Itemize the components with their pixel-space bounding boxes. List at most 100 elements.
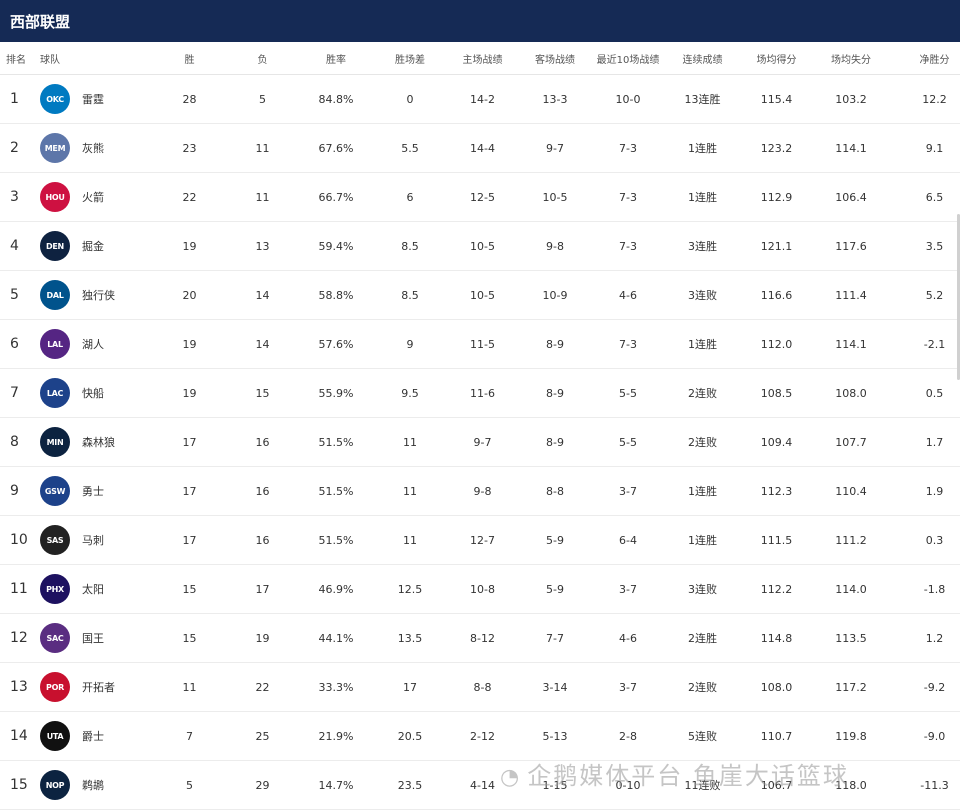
team-logo-icon[interactable]: HOU bbox=[40, 182, 70, 212]
table-row[interactable]: 14 UTA 爵士 7 25 21.9% 20.5 2-12 5-13 2-8 5连败 110.7 11… bbox=[0, 711, 960, 761]
col-header-team[interactable]: 球队 bbox=[40, 42, 152, 75]
oppg-cell: 114.1 bbox=[813, 319, 889, 369]
col-header-diff[interactable]: 净胜分 bbox=[889, 42, 960, 75]
col-header-streak[interactable]: 连续成绩 bbox=[665, 42, 740, 75]
team-logo-icon[interactable]: NOP bbox=[40, 770, 70, 800]
col-header-games-behind[interactable]: 胜场差 bbox=[374, 42, 446, 75]
team-name[interactable]: 独行侠 bbox=[82, 289, 115, 302]
team-link[interactable]: NOP 鹈鹕 bbox=[40, 770, 152, 800]
team-link[interactable]: SAC 国王 bbox=[40, 623, 152, 653]
team-logo-icon[interactable]: PHX bbox=[40, 574, 70, 604]
col-header-away[interactable]: 客场战绩 bbox=[519, 42, 591, 75]
team-link[interactable]: DEN 掘金 bbox=[40, 231, 152, 261]
team-link[interactable]: DAL 独行侠 bbox=[40, 280, 152, 310]
diff-cell: 0.5 bbox=[889, 368, 960, 418]
team-link[interactable]: POR 开拓者 bbox=[40, 672, 152, 702]
team-name[interactable]: 国王 bbox=[82, 632, 104, 645]
team-cell[interactable]: SAS 马刺 bbox=[40, 515, 152, 565]
team-cell[interactable]: LAL 湖人 bbox=[40, 319, 152, 369]
home-record-cell: 9-8 bbox=[446, 466, 519, 516]
col-header-last10[interactable]: 最近10场战绩 bbox=[591, 42, 665, 75]
team-cell[interactable]: GSW 勇士 bbox=[40, 466, 152, 516]
team-name[interactable]: 开拓者 bbox=[82, 681, 115, 694]
team-link[interactable]: OKC 雷霆 bbox=[40, 84, 152, 114]
diff-cell: -9.0 bbox=[889, 711, 960, 761]
team-name[interactable]: 勇士 bbox=[82, 485, 104, 498]
team-cell[interactable]: PHX 太阳 bbox=[40, 564, 152, 614]
team-logo-icon[interactable]: UTA bbox=[40, 721, 70, 751]
wins-cell: 15 bbox=[152, 564, 227, 614]
team-logo-icon[interactable]: OKC bbox=[40, 84, 70, 114]
team-link[interactable]: SAS 马刺 bbox=[40, 525, 152, 555]
table-row[interactable]: 2 MEM 灰熊 23 11 67.6% 5.5 14-4 9-7 7-3 1连胜 123.2 114.… bbox=[0, 123, 960, 173]
ppg-cell: 121.1 bbox=[740, 221, 813, 271]
team-logo-icon[interactable]: LAL bbox=[40, 329, 70, 359]
scrollbar-thumb[interactable] bbox=[957, 214, 960, 380]
team-cell[interactable]: HOU 火箭 bbox=[40, 172, 152, 222]
oppg-cell: 117.6 bbox=[813, 221, 889, 271]
team-name[interactable]: 雷霆 bbox=[82, 93, 104, 106]
team-name[interactable]: 快船 bbox=[82, 387, 104, 400]
team-name[interactable]: 湖人 bbox=[82, 338, 104, 351]
table-row[interactable]: 13 POR 开拓者 11 22 33.3% 17 8-8 3-14 3-7 2连败 108.0 117… bbox=[0, 662, 960, 712]
team-cell[interactable]: LAC 快船 bbox=[40, 368, 152, 418]
table-row[interactable]: 11 PHX 太阳 15 17 46.9% 12.5 10-8 5-9 3-7 3连败 112.2 11… bbox=[0, 564, 960, 614]
home-record-cell: 10-8 bbox=[446, 564, 519, 614]
table-row[interactable]: 1 OKC 雷霆 28 5 84.8% 0 14-2 13-3 10-0 13连胜 115.4 103.… bbox=[0, 74, 960, 124]
team-logo-icon[interactable]: LAC bbox=[40, 378, 70, 408]
team-link[interactable]: LAC 快船 bbox=[40, 378, 152, 408]
team-logo-icon[interactable]: GSW bbox=[40, 476, 70, 506]
team-cell[interactable]: UTA 爵士 bbox=[40, 711, 152, 761]
team-link[interactable]: UTA 爵士 bbox=[40, 721, 152, 751]
team-link[interactable]: LAL 湖人 bbox=[40, 329, 152, 359]
table-row[interactable]: 15 NOP 鹈鹕 5 29 14.7% 23.5 4-14 1-15 0-10 11连败 106.7… bbox=[0, 760, 960, 810]
team-link[interactable]: GSW 勇士 bbox=[40, 476, 152, 506]
team-cell[interactable]: MEM 灰熊 bbox=[40, 123, 152, 173]
team-link[interactable]: MIN 森林狼 bbox=[40, 427, 152, 457]
rank-cell: 13 bbox=[0, 662, 40, 712]
col-header-ppg[interactable]: 场均得分 bbox=[740, 42, 813, 75]
team-name[interactable]: 马刺 bbox=[82, 534, 104, 547]
team-link[interactable]: HOU 火箭 bbox=[40, 182, 152, 212]
table-row[interactable]: 5 DAL 独行侠 20 14 58.8% 8.5 10-5 10-9 4-6 3连败 116.6 11… bbox=[0, 270, 960, 320]
team-cell[interactable]: SAC 国王 bbox=[40, 613, 152, 663]
team-logo-icon[interactable]: MEM bbox=[40, 133, 70, 163]
team-name[interactable]: 鹈鹕 bbox=[82, 779, 104, 792]
table-row[interactable]: 12 SAC 国王 15 19 44.1% 13.5 8-12 7-7 4-6 2连胜 114.8 11… bbox=[0, 613, 960, 663]
team-name[interactable]: 灰熊 bbox=[82, 142, 104, 155]
team-link[interactable]: MEM 灰熊 bbox=[40, 133, 152, 163]
col-header-oppg[interactable]: 场均失分 bbox=[813, 42, 889, 75]
ppg-cell: 112.2 bbox=[740, 564, 813, 614]
team-logo-icon[interactable]: DEN bbox=[40, 231, 70, 261]
team-cell[interactable]: MIN 森林狼 bbox=[40, 417, 152, 467]
team-logo-icon[interactable]: SAS bbox=[40, 525, 70, 555]
team-logo-icon[interactable]: SAC bbox=[40, 623, 70, 653]
team-link[interactable]: PHX 太阳 bbox=[40, 574, 152, 604]
team-cell[interactable]: DEN 掘金 bbox=[40, 221, 152, 271]
col-header-rank[interactable]: 排名 bbox=[0, 42, 40, 75]
team-logo-icon[interactable]: POR bbox=[40, 672, 70, 702]
team-logo-icon[interactable]: DAL bbox=[40, 280, 70, 310]
team-cell[interactable]: POR 开拓者 bbox=[40, 662, 152, 712]
col-header-win-pct[interactable]: 胜率 bbox=[298, 42, 374, 75]
team-name[interactable]: 掘金 bbox=[82, 240, 104, 253]
table-row[interactable]: 8 MIN 森林狼 17 16 51.5% 11 9-7 8-9 5-5 2连败 109.4 107.7… bbox=[0, 417, 960, 467]
table-row[interactable]: 9 GSW 勇士 17 16 51.5% 11 9-8 8-8 3-7 1连胜 112.3 110.4 1… bbox=[0, 466, 960, 516]
table-row[interactable]: 10 SAS 马刺 17 16 51.5% 11 12-7 5-9 6-4 1连胜 111.5 111.… bbox=[0, 515, 960, 565]
team-cell[interactable]: OKC 雷霆 bbox=[40, 74, 152, 124]
team-cell[interactable]: DAL 独行侠 bbox=[40, 270, 152, 320]
col-header-losses[interactable]: 负 bbox=[227, 42, 298, 75]
team-name[interactable]: 爵士 bbox=[82, 730, 104, 743]
team-name[interactable]: 森林狼 bbox=[82, 436, 115, 449]
table-row[interactable]: 6 LAL 湖人 19 14 57.6% 9 11-5 8-9 7-3 1连胜 112.0 114.1-… bbox=[0, 319, 960, 369]
team-name[interactable]: 太阳 bbox=[82, 583, 104, 596]
col-header-home[interactable]: 主场战绩 bbox=[446, 42, 519, 75]
ppg-cell: 112.0 bbox=[740, 319, 813, 369]
table-row[interactable]: 7 LAC 快船 19 15 55.9% 9.5 11-6 8-9 5-5 2连败 108.5 108.… bbox=[0, 368, 960, 418]
col-header-wins[interactable]: 胜 bbox=[152, 42, 227, 75]
table-row[interactable]: 3 HOU 火箭 22 11 66.7% 6 12-5 10-5 7-3 1连胜 112.9 106.4… bbox=[0, 172, 960, 222]
table-row[interactable]: 4 DEN 掘金 19 13 59.4% 8.5 10-5 9-8 7-3 3连胜 121.1 117.… bbox=[0, 221, 960, 271]
team-name[interactable]: 火箭 bbox=[82, 191, 104, 204]
team-cell[interactable]: NOP 鹈鹕 bbox=[40, 760, 152, 810]
team-logo-icon[interactable]: MIN bbox=[40, 427, 70, 457]
